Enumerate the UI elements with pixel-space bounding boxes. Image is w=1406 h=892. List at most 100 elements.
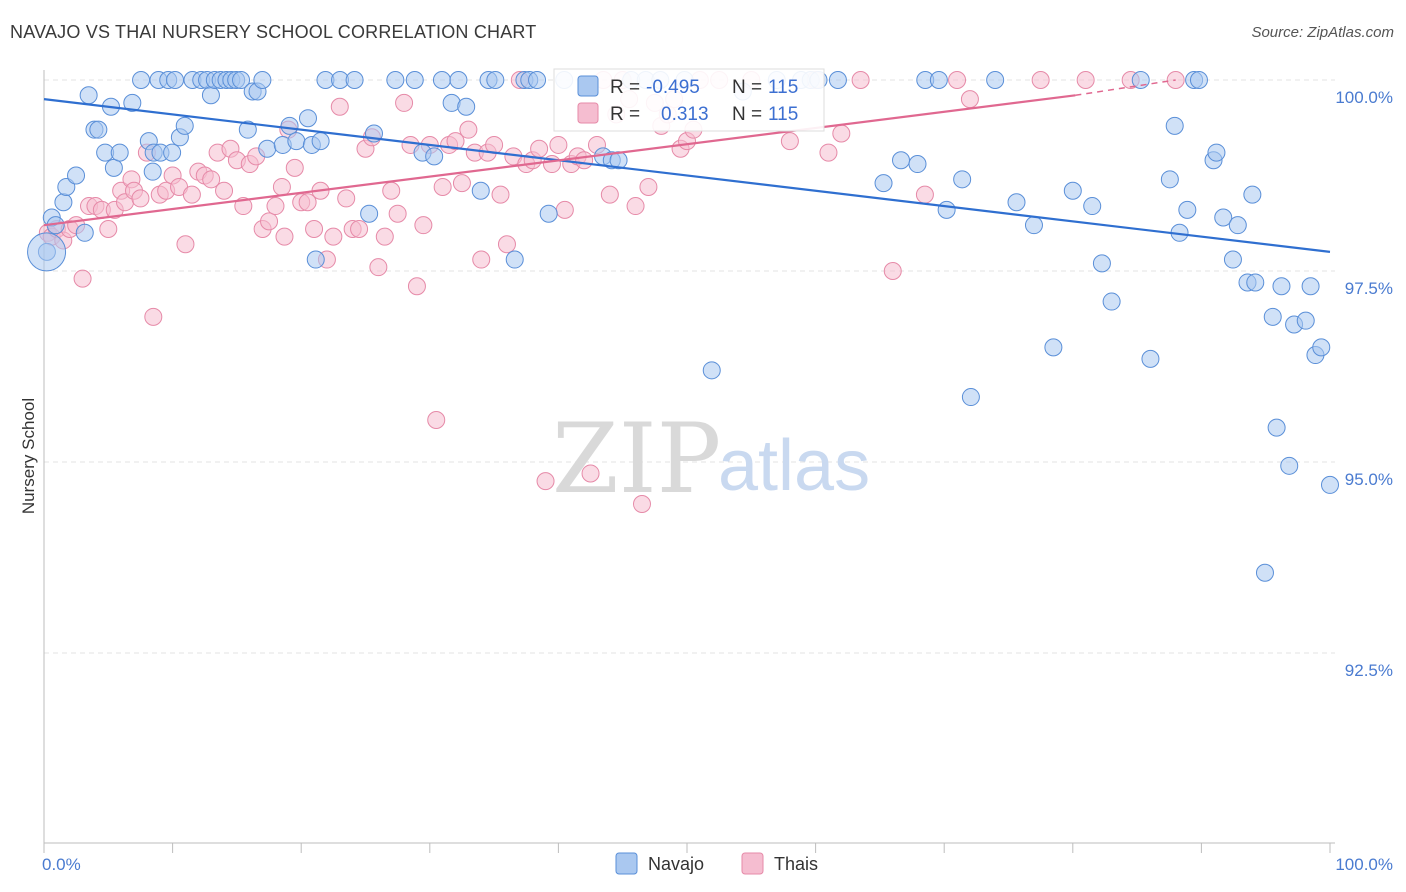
navajo-point-25 xyxy=(175,116,194,135)
navajo-point-68 xyxy=(539,204,558,223)
navajo-point-123 xyxy=(1301,277,1320,296)
navajo-point-22 xyxy=(163,143,182,162)
y-tick-labels: 92.5% 95.0% 97.5% 100.0% xyxy=(1335,88,1393,680)
y-axis-title: Nursery School xyxy=(19,398,38,514)
thai-point-87 xyxy=(581,464,600,483)
thai-point-107 xyxy=(780,132,799,151)
navajo-point-42 xyxy=(280,116,299,135)
thai-point-44 xyxy=(305,219,324,238)
navajo-point-67 xyxy=(528,71,547,89)
thai-point-54 xyxy=(369,258,388,277)
thai-point-90 xyxy=(600,185,619,204)
navajo-point-115 xyxy=(1246,273,1265,292)
bottom-legend-label-navajo: Navajo xyxy=(648,854,704,874)
navajo-point-114 xyxy=(1243,185,1262,204)
thai-point-47 xyxy=(324,227,343,246)
navajo-point-90 xyxy=(953,170,972,189)
navajo-point-83 xyxy=(828,71,847,89)
navajo-point-59 xyxy=(449,71,468,89)
thai-point-29 xyxy=(215,181,234,200)
thai-point-37 xyxy=(266,197,285,216)
navajo-point-43 xyxy=(287,132,306,151)
navajo-point-53 xyxy=(386,71,405,89)
legend-n-label-thai: N = xyxy=(732,104,762,125)
thai-trend-line-extension xyxy=(1075,79,1176,97)
navajo-point-39 xyxy=(253,71,272,89)
navajo-point-23 xyxy=(166,71,185,89)
thai-point-80 xyxy=(536,472,555,491)
navajo-point-125 xyxy=(1312,338,1331,357)
navajo-point-111 xyxy=(1223,250,1242,269)
grid-lines xyxy=(44,79,1335,654)
x-tick-label-min: 0.0% xyxy=(42,855,81,874)
thai-point-51 xyxy=(350,219,369,238)
navajo-point-107 xyxy=(1189,71,1208,89)
legend-r-value-navajo: -0.495 xyxy=(646,77,700,98)
navajo-point-103 xyxy=(1165,116,1184,135)
series-legend: Navajo Thais xyxy=(615,852,818,875)
thai-point-79 xyxy=(530,139,549,158)
navajo-point-109 xyxy=(1207,143,1226,162)
navajo-trend-line xyxy=(43,98,1331,253)
axes xyxy=(43,70,1335,853)
navajo-point-51 xyxy=(360,204,379,223)
trend-lines xyxy=(43,79,1331,253)
thai-point-36 xyxy=(260,212,279,231)
correlation-legend: R = -0.495 N = 115 R = 0.313 N = 115 xyxy=(553,68,825,132)
thai-point-67 xyxy=(452,174,471,193)
thai-point-95 xyxy=(632,495,651,514)
navajo-point-13 xyxy=(110,143,129,162)
thai-point-48 xyxy=(330,97,349,116)
navajo-point-40 xyxy=(258,139,277,158)
thai-point-114 xyxy=(948,71,967,89)
navajo-point-36 xyxy=(238,120,257,139)
navajo-point-14 xyxy=(123,93,142,112)
navajo-point-64 xyxy=(505,250,524,269)
legend-n-value-navajo: 115 xyxy=(768,77,798,98)
thai-point-73 xyxy=(491,185,510,204)
thai-point-63 xyxy=(427,410,446,429)
navajo-point-116 xyxy=(1255,563,1274,582)
thai-point-58 xyxy=(395,93,414,112)
navajo-point-29 xyxy=(201,86,220,105)
thai-point-66 xyxy=(446,132,465,151)
thai-point-113 xyxy=(915,185,934,204)
legend-r-label-navajo: R = xyxy=(610,77,640,98)
thai-point-10 xyxy=(99,219,118,238)
thai-point-43 xyxy=(298,193,317,212)
thai-point-61 xyxy=(414,216,433,235)
navajo-point-86 xyxy=(908,155,927,174)
navajo-point-15 xyxy=(132,71,151,89)
thai-point-111 xyxy=(851,71,870,89)
navajo-point-77 xyxy=(702,361,721,380)
navajo-point-46 xyxy=(306,250,325,269)
watermark-zip: ZIP xyxy=(552,403,721,515)
navajo-point-84 xyxy=(874,174,893,193)
thai-point-110 xyxy=(832,124,851,143)
legend-n-value-thai: 115 xyxy=(768,104,798,125)
navajo-point-63 xyxy=(486,71,505,89)
navajo-point-102 xyxy=(1160,170,1179,189)
bottom-legend-label-thai: Thais xyxy=(774,854,818,874)
navajo-point-112 xyxy=(1228,216,1247,235)
navajo-point-85 xyxy=(892,151,911,170)
x-tick-label-max: 100.0% xyxy=(1335,855,1393,874)
legend-swatch-thai xyxy=(577,102,599,124)
thai-point-49 xyxy=(337,189,356,208)
navajo-point-50 xyxy=(345,71,364,89)
thai-point-82 xyxy=(549,135,568,154)
navajo-point-7 xyxy=(79,86,98,105)
navajo-point-56 xyxy=(425,147,444,166)
thai-point-117 xyxy=(1076,71,1095,89)
thai-point-39 xyxy=(275,227,294,246)
navajo-point-95 xyxy=(1044,338,1063,357)
thai-point-24 xyxy=(182,185,201,204)
thai-point-64 xyxy=(433,177,452,196)
source-label: Source: ZipAtlas.com xyxy=(1251,24,1394,41)
thai-point-68 xyxy=(459,120,478,139)
bottom-legend-swatch-navajo xyxy=(615,852,638,875)
navajo-point-99 xyxy=(1102,292,1121,311)
navajo-point-35 xyxy=(232,71,251,89)
navajo-point-101 xyxy=(1141,349,1160,368)
